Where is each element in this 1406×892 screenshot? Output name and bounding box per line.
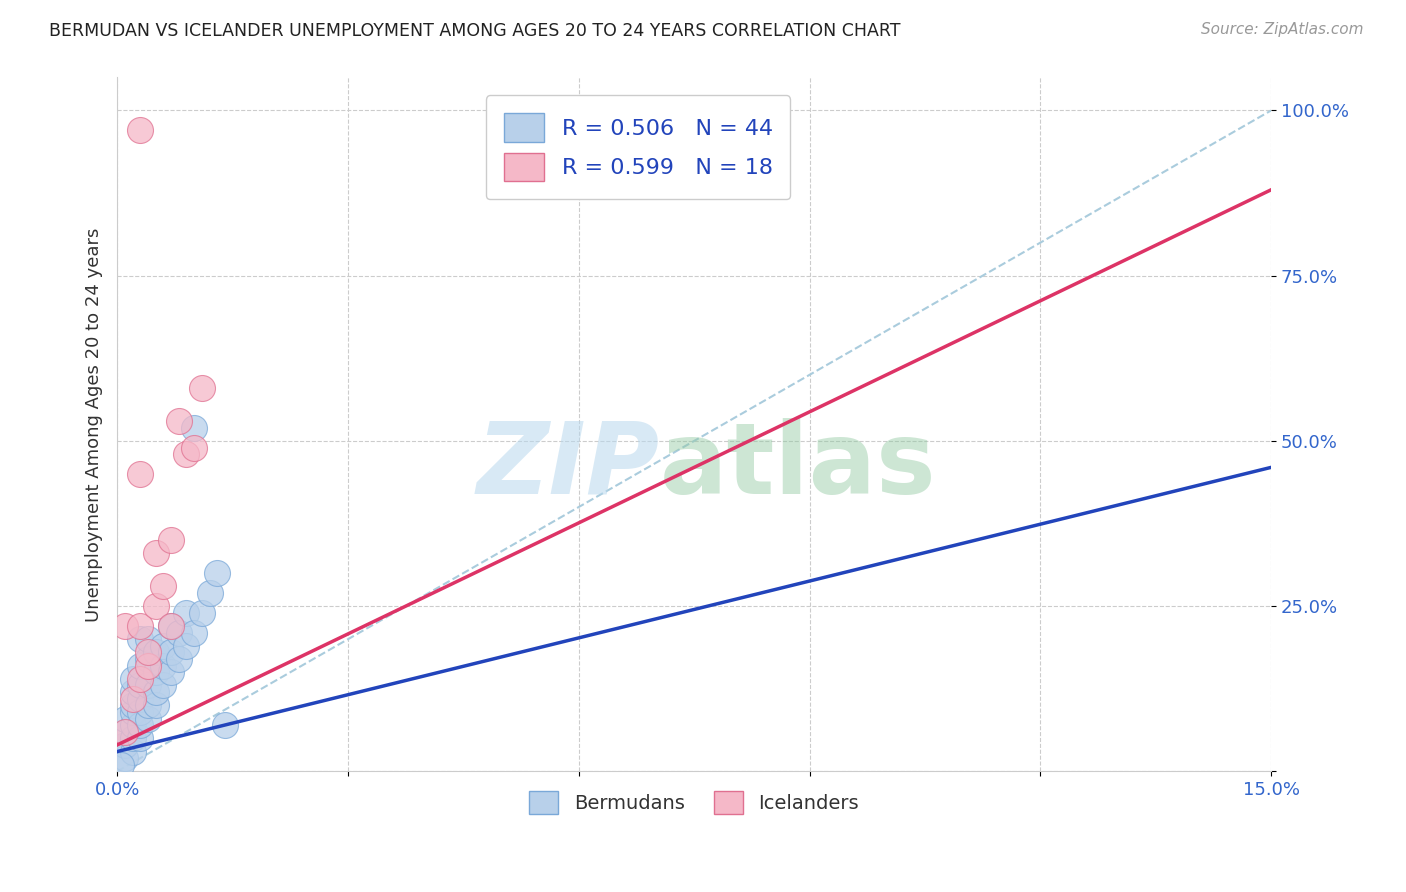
Y-axis label: Unemployment Among Ages 20 to 24 years: Unemployment Among Ages 20 to 24 years	[86, 227, 103, 622]
Point	[114, 619, 136, 633]
Point	[129, 123, 152, 137]
Point	[176, 447, 198, 461]
Point	[160, 533, 183, 547]
Point	[129, 705, 152, 719]
Point	[129, 658, 152, 673]
Point	[205, 566, 228, 581]
Legend: Bermudans, Icelanders: Bermudans, Icelanders	[519, 781, 869, 824]
Point	[167, 414, 190, 428]
Point	[114, 751, 136, 765]
Point	[129, 619, 152, 633]
Point	[145, 665, 167, 680]
Point	[160, 665, 183, 680]
Point	[129, 632, 152, 647]
Point	[129, 718, 152, 732]
Point	[160, 619, 183, 633]
Point	[191, 606, 214, 620]
Point	[114, 724, 136, 739]
Point	[167, 652, 190, 666]
Point	[176, 639, 198, 653]
Point	[129, 467, 152, 481]
Point	[136, 652, 159, 666]
Point	[152, 658, 174, 673]
Point	[136, 645, 159, 659]
Point	[114, 724, 136, 739]
Point	[152, 678, 174, 692]
Point	[121, 705, 143, 719]
Point	[114, 738, 136, 752]
Point	[183, 625, 205, 640]
Point	[145, 599, 167, 614]
Point	[136, 658, 159, 673]
Point	[129, 678, 152, 692]
Point	[152, 579, 174, 593]
Text: BERMUDAN VS ICELANDER UNEMPLOYMENT AMONG AGES 20 TO 24 YEARS CORRELATION CHART: BERMUDAN VS ICELANDER UNEMPLOYMENT AMONG…	[49, 22, 901, 40]
Point	[129, 691, 152, 706]
Text: Source: ZipAtlas.com: Source: ZipAtlas.com	[1201, 22, 1364, 37]
Point	[136, 698, 159, 713]
Point	[121, 672, 143, 686]
Point	[160, 645, 183, 659]
Point	[145, 685, 167, 699]
Point	[121, 685, 143, 699]
Point	[136, 632, 159, 647]
Point	[145, 546, 167, 560]
Point	[183, 441, 205, 455]
Point	[136, 712, 159, 726]
Point	[129, 672, 152, 686]
Point	[121, 698, 143, 713]
Point	[121, 718, 143, 732]
Point	[183, 421, 205, 435]
Point	[121, 691, 143, 706]
Point	[160, 619, 183, 633]
Point	[167, 625, 190, 640]
Point	[176, 606, 198, 620]
Point	[110, 757, 132, 772]
Point	[121, 731, 143, 746]
Text: atlas: atlas	[659, 417, 936, 515]
Point	[121, 745, 143, 759]
Point	[145, 645, 167, 659]
Point	[198, 586, 221, 600]
Point	[191, 381, 214, 395]
Text: ZIP: ZIP	[477, 417, 659, 515]
Point	[129, 731, 152, 746]
Point	[145, 698, 167, 713]
Point	[114, 712, 136, 726]
Point	[136, 678, 159, 692]
Point	[214, 718, 236, 732]
Point	[152, 639, 174, 653]
